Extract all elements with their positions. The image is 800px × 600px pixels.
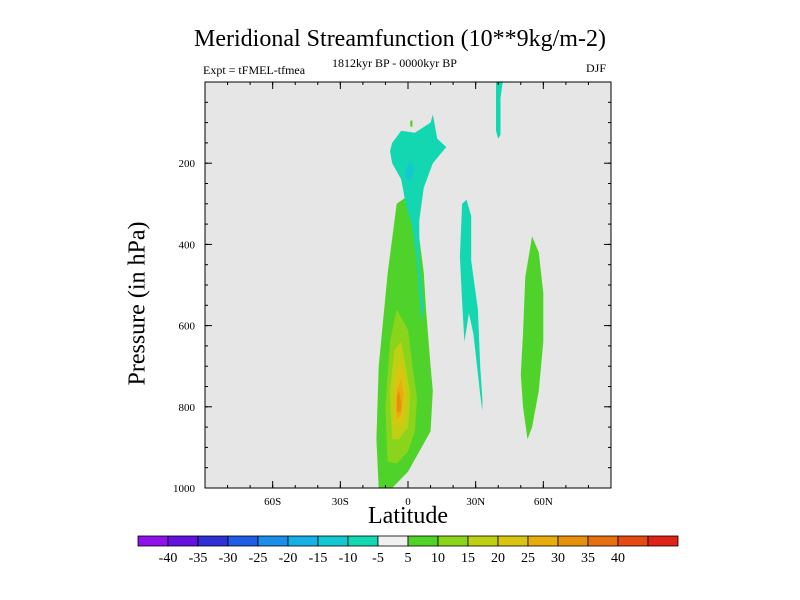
- period-label: 1812kyr BP - 0000kyr BP: [332, 56, 457, 70]
- season-label: DJF: [586, 61, 607, 75]
- experiment-label: Expt = tFMEL-tfmea: [203, 63, 306, 77]
- x-tick-label: 30S: [332, 496, 349, 508]
- colorbar-swatch: [557, 535, 589, 547]
- colorbar-swatch: [197, 535, 229, 547]
- x-tick-label: 0: [405, 496, 411, 508]
- colorbar-label: 5: [405, 551, 412, 566]
- colorbar-label: 25: [521, 551, 535, 566]
- colorbar-swatch: [647, 535, 679, 547]
- colorbar-label: -15: [309, 551, 328, 566]
- y-tick-label: 1000: [173, 483, 196, 495]
- x-tick-label: 60N: [534, 496, 553, 508]
- colorbar-label: -40: [159, 551, 178, 566]
- colorbar-label: 30: [551, 551, 565, 566]
- colorbar-swatch: [617, 535, 649, 547]
- upper-ne-spot-contour-5: [410, 120, 413, 127]
- x-axis-title: Latitude: [368, 503, 448, 529]
- colorbar-swatch: [317, 535, 349, 547]
- y-tick-label: 200: [179, 158, 196, 170]
- colorbar-swatch: [497, 535, 529, 547]
- colorbar-swatch: [257, 535, 289, 547]
- colorbar-label: -10: [339, 551, 358, 566]
- tropical-cell-lower-contour-30: [396, 390, 402, 413]
- nh-mid-cell-contour-neg5: [459, 199, 483, 411]
- x-tick-label: 30N: [466, 496, 485, 508]
- colorbar: -40 -35 -30 -25 -20 -15 -10 -5 5 10 15 20 25 30 35 40: [137, 535, 679, 566]
- colorbar-swatch: [527, 535, 559, 547]
- colorbar-label: 10: [431, 551, 445, 566]
- tropical-cell-upper-contour-neg15: [405, 161, 415, 182]
- colorbar-swatch: [137, 535, 169, 547]
- colorbar-label: 35: [581, 551, 595, 566]
- nh-ferrel-cell-contour-5: [520, 236, 544, 440]
- colorbar-label: 15: [461, 551, 475, 566]
- y-tick-label: 600: [179, 321, 196, 333]
- colorbar-swatch: [287, 535, 319, 547]
- y-tick-label: 800: [179, 402, 196, 414]
- chart-title: Meridional Streamfunction (10**9kg/m-2): [194, 26, 606, 52]
- colorbar-label: 40: [611, 551, 625, 566]
- colorbar-label: -30: [219, 551, 238, 566]
- y-tick-label: 400: [179, 239, 196, 251]
- colorbar-swatch: [227, 535, 259, 547]
- colorbar-swatch: [587, 535, 619, 547]
- colorbar-label: -20: [279, 551, 298, 566]
- colorbar-swatch: [407, 535, 439, 547]
- colorbar-label: -5: [372, 551, 384, 566]
- contour-cells: [376, 82, 544, 488]
- colorbar-swatch: [467, 535, 499, 547]
- ne-upper-strip-contour-neg5: [496, 82, 503, 139]
- x-tick-label: 60S: [264, 496, 281, 508]
- colorbar-swatch: [167, 535, 199, 547]
- colorbar-label: 20: [491, 551, 505, 566]
- axis-ticks: 60S 30S 0 30N 60N 200 400 600 800 1000: [173, 82, 612, 508]
- colorbar-swatch: [347, 535, 379, 547]
- colorbar-label: -25: [249, 551, 268, 566]
- colorbar-label: -35: [189, 551, 208, 566]
- colorbar-swatch: [377, 535, 409, 547]
- colorbar-swatch: [437, 535, 469, 547]
